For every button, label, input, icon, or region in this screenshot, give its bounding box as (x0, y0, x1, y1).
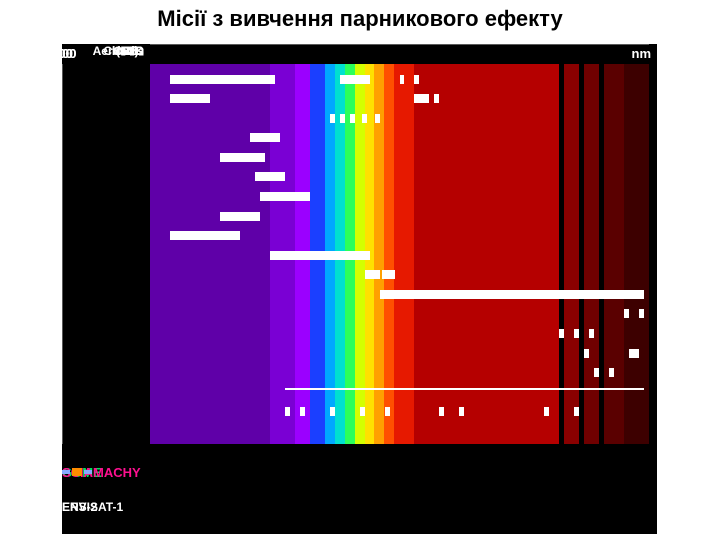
data-bar (574, 407, 579, 416)
data-bar (220, 153, 265, 162)
data-bar (350, 114, 355, 123)
data-bar (459, 407, 464, 416)
data-bar (300, 407, 305, 416)
data-bar (255, 172, 285, 181)
data-bar (330, 407, 335, 416)
data-bar (574, 329, 579, 338)
data-bar (544, 407, 549, 416)
data-bar (330, 114, 335, 123)
data-bar (624, 309, 629, 318)
data-bar (365, 270, 380, 279)
page-title: Місії з вивчення парникового ефекту (0, 6, 720, 32)
gridline (62, 64, 63, 444)
data-bar (434, 94, 439, 103)
x-unit-label: nm (632, 46, 652, 61)
satellite-name: ENVISAT-1 (62, 500, 123, 514)
data-bar (170, 75, 275, 84)
data-bar (340, 114, 345, 123)
data-bar (362, 114, 367, 123)
data-bar (250, 133, 280, 142)
data-bar (439, 407, 444, 416)
data-bar (170, 231, 240, 240)
spectrum-chart: nm 20030050010002000 O₃O₂(O₂)₂H₂COSO₂BrO… (62, 44, 657, 534)
data-bar (584, 349, 589, 358)
data-bar (559, 329, 564, 338)
data-bar (375, 114, 380, 123)
data-bar (589, 329, 594, 338)
data-bar (340, 75, 370, 84)
data-bar (360, 407, 365, 416)
data-bar (609, 368, 614, 377)
plot-area (150, 64, 649, 444)
species-label: Aerosols (62, 44, 144, 58)
data-bar (629, 349, 639, 358)
data-bar (639, 309, 644, 318)
data-bar (414, 75, 419, 84)
data-bar (400, 75, 405, 84)
data-bar (170, 94, 210, 103)
row-line (150, 44, 649, 47)
data-bar (285, 388, 644, 390)
data-bar (414, 94, 429, 103)
data-bar (270, 251, 370, 260)
data-bar (594, 368, 599, 377)
data-bar (385, 407, 390, 416)
data-bar (220, 212, 260, 221)
data-bar (285, 407, 290, 416)
data-bar (260, 192, 310, 201)
spectrum-band (150, 64, 270, 444)
satellite-icon (62, 461, 92, 483)
data-bar (382, 270, 394, 279)
data-bar (380, 290, 644, 299)
